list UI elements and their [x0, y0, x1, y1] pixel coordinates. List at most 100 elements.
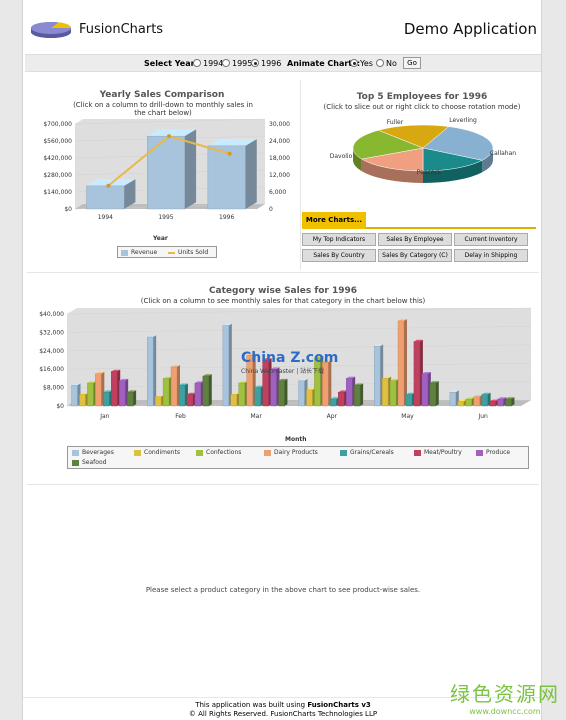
- current-inventory-button[interactable]: Current Inventory: [454, 233, 528, 246]
- category-chart-plot[interactable]: $40,000 $32,000 $24,000 $16,000 $8,000 $0 Jan F…: [23, 278, 543, 448]
- tab-more-charts[interactable]: More Charts...: [302, 212, 366, 229]
- category-bar-feb-7[interactable]: [202, 374, 212, 407]
- category-bar-may-1[interactable]: [381, 376, 392, 407]
- category-bar-jun-7[interactable]: [505, 397, 515, 407]
- category-bar-apr-7[interactable]: [353, 383, 364, 407]
- radio-year-1996[interactable]: [251, 59, 259, 67]
- sales-by-employee-button[interactable]: Sales By Employee: [378, 233, 452, 246]
- category-bar-mar-1-top: [230, 392, 240, 395]
- category-bar-jan-2[interactable]: [87, 381, 97, 407]
- category-bar-feb-5[interactable]: [186, 392, 196, 407]
- category-bar-mar-0[interactable]: [222, 323, 232, 407]
- units-sold-point-1995: [167, 134, 171, 139]
- category-bar-mar-7[interactable]: [278, 378, 288, 407]
- category-bar-jun-3-top: [473, 395, 483, 397]
- category-legend-swatch: [340, 449, 347, 456]
- go-button[interactable]: Go: [403, 57, 421, 69]
- category-bar-may-7-top: [429, 381, 439, 383]
- category-bar-feb-1-top: [155, 395, 165, 397]
- revenue-bar-1995-top: [147, 129, 197, 137]
- category-bar-may-5[interactable]: [413, 339, 423, 407]
- category-bar-may-4-top: [405, 392, 415, 395]
- radio-year-1994[interactable]: [193, 59, 201, 67]
- pie-slice-top-peacock[interactable]: [360, 147, 424, 172]
- product-chart-message: Please select a product category in the …: [145, 586, 421, 594]
- revenue-bar-1995[interactable]: [146, 129, 197, 210]
- category-bar-feb-4-face: [178, 385, 186, 407]
- select-year-label: Select Year:: [144, 59, 198, 68]
- category-bar-may-7[interactable]: [429, 381, 439, 407]
- legend-units-swatch: [168, 251, 175, 254]
- category-bar-jan-6[interactable]: [119, 378, 129, 407]
- revenue-bar-1996[interactable]: [207, 139, 257, 210]
- sales-by-country-button[interactable]: Sales By Country: [302, 249, 376, 262]
- category-bar-jun-6-top: [497, 397, 507, 400]
- category-y-tick: $40,000: [39, 311, 64, 318]
- category-bar-jun-6[interactable]: [497, 397, 507, 407]
- category-bar-may-3[interactable]: [397, 319, 408, 407]
- category-bar-jan-0[interactable]: [71, 383, 81, 407]
- category-legend-label: Meat/Poultry: [424, 449, 462, 456]
- category-bar-jun-3[interactable]: [473, 395, 483, 407]
- delay-in-shipping-button[interactable]: Delay in Shipping: [454, 249, 528, 262]
- category-bar-jun-4[interactable]: [481, 392, 491, 407]
- employees-pie-plot[interactable]: Fuller Leverling Callahan Peacock Davolio: [301, 78, 543, 212]
- category-bar-jan-4[interactable]: [103, 390, 113, 407]
- radio-animate-no[interactable]: [376, 59, 384, 67]
- section-divider-2: [27, 484, 539, 485]
- category-bar-feb-0-face: [147, 336, 154, 407]
- category-bar-apr-3[interactable]: [322, 360, 332, 407]
- category-bar-jan-3[interactable]: [95, 372, 105, 407]
- pie-slice-peacock[interactable]: [361, 159, 423, 183]
- category-bar-mar-2-top: [238, 381, 248, 383]
- category-bar-feb-0[interactable]: [147, 335, 157, 407]
- pie-slice-top-leverling[interactable]: [422, 126, 494, 161]
- category-bar-apr-5[interactable]: [338, 390, 348, 407]
- category-bar-apr-6-face: [346, 378, 353, 407]
- category-bar-jan-7-face: [126, 391, 134, 407]
- category-bar-feb-3[interactable]: [170, 365, 181, 407]
- my-top-indicators-button[interactable]: My Top Indicators: [302, 233, 376, 246]
- category-bar-apr-0[interactable]: [298, 378, 308, 407]
- yearly-left-tick: $140,000: [43, 189, 72, 196]
- category-bar-mar-7-face: [278, 380, 285, 407]
- pie-slice-top-davolio[interactable]: [352, 130, 424, 160]
- pie-slice-leverling[interactable]: [482, 148, 493, 173]
- logo-text: FusionCharts: [79, 22, 164, 37]
- pie-slice-top-fuller[interactable]: [377, 124, 450, 149]
- category-bar-mar-4-top: [254, 385, 264, 388]
- category-bar-may-6[interactable]: [421, 372, 431, 407]
- category-bar-mar-2[interactable]: [238, 381, 248, 407]
- category-legend-label: Produce: [486, 449, 511, 456]
- category-bar-apr-4[interactable]: [330, 397, 340, 407]
- category-bar-jan-5[interactable]: [111, 369, 121, 407]
- category-bar-jan-1[interactable]: [79, 392, 89, 407]
- category-bar-apr-3-face: [322, 362, 329, 407]
- category-bar-jan-7[interactable]: [126, 390, 137, 407]
- category-legend-swatch: [196, 449, 203, 456]
- category-bar-feb-1[interactable]: [154, 395, 165, 407]
- radio-year-1995[interactable]: [222, 59, 230, 67]
- category-gridline: [66, 363, 532, 370]
- category-bar-may-0[interactable]: [374, 344, 384, 407]
- yearly-chart-plot[interactable]: $700,000 30,000 $560,000 24,000 $420,000 18,0…: [23, 78, 301, 268]
- pie-slice-top-callahan[interactable]: [422, 147, 483, 172]
- revenue-bar-1996-top: [207, 139, 257, 146]
- category-bar-feb-6[interactable]: [194, 381, 204, 407]
- category-bar-jun-2[interactable]: [465, 397, 475, 407]
- category-bar-apr-6[interactable]: [346, 376, 356, 407]
- radio-animate-yes[interactable]: [350, 59, 358, 67]
- category-bar-mar-1[interactable]: [230, 392, 240, 407]
- category-bar-feb-2[interactable]: [162, 376, 173, 407]
- category-bar-may-0-top: [374, 344, 384, 347]
- category-legend-item: Condiments: [134, 449, 180, 456]
- category-bar-jun-0[interactable]: [449, 390, 459, 407]
- sales-by-category-button[interactable]: Sales By Category (C): [378, 249, 452, 262]
- category-bar-mar-4[interactable]: [254, 385, 264, 407]
- category-bar-may-2[interactable]: [389, 378, 400, 407]
- category-bar-feb-4[interactable]: [178, 383, 188, 407]
- category-bar-apr-1[interactable]: [306, 388, 316, 407]
- category-bar-apr-6-top: [346, 376, 356, 379]
- category-bar-jan-1-top: [79, 392, 89, 395]
- category-bar-may-4[interactable]: [405, 392, 415, 407]
